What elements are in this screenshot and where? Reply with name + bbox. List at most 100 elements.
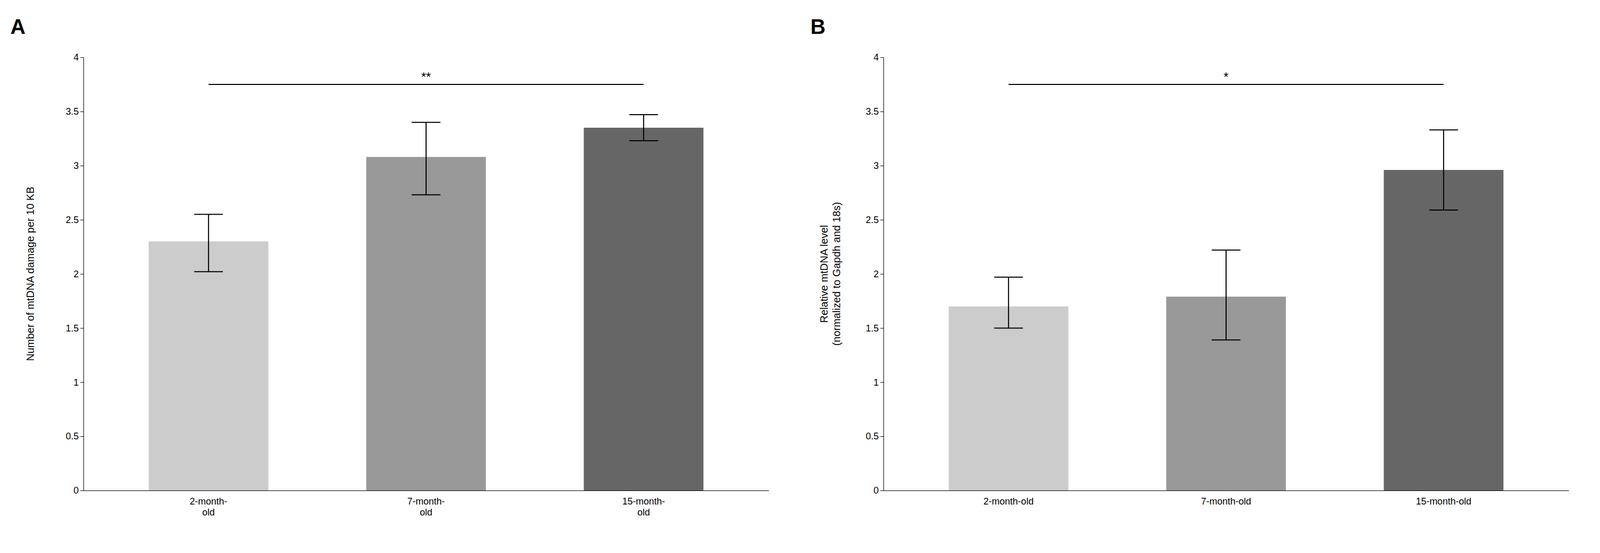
annotations: * bbox=[1008, 69, 1444, 85]
error-bar bbox=[1429, 129, 1459, 211]
significance-text: * bbox=[1223, 69, 1229, 84]
y-tick: 0.5 bbox=[65, 431, 84, 442]
tick-mark bbox=[80, 274, 84, 275]
x-tick: 2-month-old bbox=[983, 496, 1034, 507]
tick-mark bbox=[880, 490, 884, 492]
y-tick: 1.5 bbox=[65, 323, 84, 334]
tick-mark bbox=[880, 436, 884, 438]
tick-mark bbox=[80, 57, 84, 58]
y-tick: 2 bbox=[73, 269, 84, 280]
tick-mark bbox=[880, 57, 884, 58]
x-tick: 2-month-old bbox=[189, 496, 228, 519]
y-tick: 3 bbox=[873, 160, 884, 172]
tick-label: 7-month-old bbox=[1201, 496, 1252, 507]
tick-mark bbox=[880, 382, 884, 383]
x-axis: 2-month-old 7-month-old 15-month-old bbox=[83, 491, 770, 519]
y-tick: 0 bbox=[873, 485, 884, 496]
tick-mark bbox=[80, 111, 84, 113]
tick-label: 3.5 bbox=[65, 106, 79, 117]
plot-area bbox=[948, 129, 1504, 491]
error-bar bbox=[1211, 250, 1241, 341]
tick-label: 2.5 bbox=[65, 214, 79, 226]
tick-mark bbox=[80, 220, 84, 221]
axis-line bbox=[883, 490, 1570, 492]
y-axis: 0 0.5 1 1.5 2 2.5 3 3.5 4 bbox=[65, 52, 84, 496]
panel-label: B bbox=[810, 15, 826, 39]
tick-mark bbox=[880, 220, 884, 221]
tick-label: 1.5 bbox=[865, 323, 879, 334]
y-tick: 4 bbox=[873, 52, 884, 63]
y-axis-title: Number of mtDNA damage per 10 KB bbox=[24, 186, 36, 362]
tick-label: 2-month-old bbox=[189, 496, 228, 519]
tick-label: 4 bbox=[873, 52, 879, 63]
tick-mark bbox=[880, 328, 884, 329]
y-tick: 0 bbox=[73, 485, 84, 496]
chart: 0 0.5 1 1.5 2 2.5 3 3.5 4 2-month-old 7-month-old 1… bbox=[0, 0, 1600, 553]
y-tick: 2.5 bbox=[865, 214, 884, 226]
x-axis: 2-month-old 7-month-old 15-month-old bbox=[883, 491, 1570, 507]
bar bbox=[1383, 170, 1503, 491]
y-tick: 1 bbox=[873, 377, 884, 389]
y-tick: 3.5 bbox=[865, 106, 884, 117]
annotations: ** bbox=[208, 69, 644, 85]
x-tick: 7-month-old bbox=[407, 496, 445, 519]
tick-mark bbox=[880, 274, 884, 275]
significance-text: ** bbox=[421, 69, 432, 84]
axis-line bbox=[83, 490, 770, 492]
significance-bracket bbox=[208, 83, 644, 86]
tick-label: 2 bbox=[873, 269, 879, 280]
y-tick: 1 bbox=[73, 377, 84, 389]
significance-bracket bbox=[1008, 83, 1444, 86]
tick-label: 1 bbox=[873, 377, 879, 389]
y-tick: 0.5 bbox=[865, 431, 884, 442]
tick-mark bbox=[880, 165, 884, 167]
tick-label: 3 bbox=[873, 160, 879, 172]
y-tick: 2 bbox=[873, 269, 884, 280]
tick-label: 15-month-old bbox=[622, 496, 665, 519]
tick-mark bbox=[80, 436, 84, 438]
tick-mark bbox=[80, 490, 84, 492]
tick-label: 2.5 bbox=[865, 214, 879, 226]
axis-line bbox=[80, 57, 84, 492]
axis-line bbox=[880, 57, 884, 492]
tick-label: 2 bbox=[73, 269, 79, 280]
x-tick: 15-month-old bbox=[622, 496, 665, 519]
x-tick: 7-month-old bbox=[1201, 496, 1252, 507]
y-tick: 2.5 bbox=[65, 214, 84, 226]
y-tick: 3 bbox=[73, 160, 84, 172]
tick-label: 7-month-old bbox=[407, 496, 445, 519]
tick-label: 0.5 bbox=[65, 431, 79, 442]
tick-label: 3 bbox=[73, 160, 79, 172]
tick-label: 1.5 bbox=[65, 323, 79, 334]
y-axis-title: Relative mtDNA level(normalized to Gapdh… bbox=[818, 202, 843, 347]
plot-area bbox=[148, 114, 704, 491]
bar bbox=[366, 156, 486, 491]
tick-mark bbox=[80, 328, 84, 329]
y-tick: 3.5 bbox=[65, 106, 84, 117]
x-tick: 15-month-old bbox=[1415, 496, 1472, 507]
bar bbox=[583, 127, 703, 491]
tick-label: 0 bbox=[73, 485, 79, 496]
y-axis: 0 0.5 1 1.5 2 2.5 3 3.5 4 bbox=[865, 52, 884, 496]
error-bar bbox=[411, 122, 441, 196]
bar bbox=[948, 306, 1069, 491]
panel-label: A bbox=[10, 15, 26, 39]
tick-label: 0 bbox=[873, 485, 879, 496]
tick-label: 15-month-old bbox=[1415, 496, 1472, 507]
panel: 0 0.5 1 1.5 2 2.5 3 3.5 4 2-month-old 7-month-old 1… bbox=[810, 15, 1570, 507]
error-bar bbox=[629, 114, 659, 141]
y-tick: 1.5 bbox=[865, 323, 884, 334]
y-tick: 4 bbox=[73, 52, 84, 63]
tick-label: 3.5 bbox=[865, 106, 879, 117]
tick-mark bbox=[80, 382, 84, 383]
tick-label: 0.5 bbox=[865, 431, 879, 442]
tick-label: 4 bbox=[73, 52, 79, 63]
tick-mark bbox=[80, 165, 84, 167]
error-bar bbox=[994, 277, 1023, 329]
panel: 0 0.5 1 1.5 2 2.5 3 3.5 4 2-month-old 7-month-old 1… bbox=[10, 15, 770, 518]
bar bbox=[148, 241, 269, 491]
tick-label: 2-month-old bbox=[983, 496, 1034, 507]
tick-mark bbox=[880, 111, 884, 113]
tick-label: 1 bbox=[73, 377, 79, 389]
error-bar bbox=[194, 214, 223, 272]
